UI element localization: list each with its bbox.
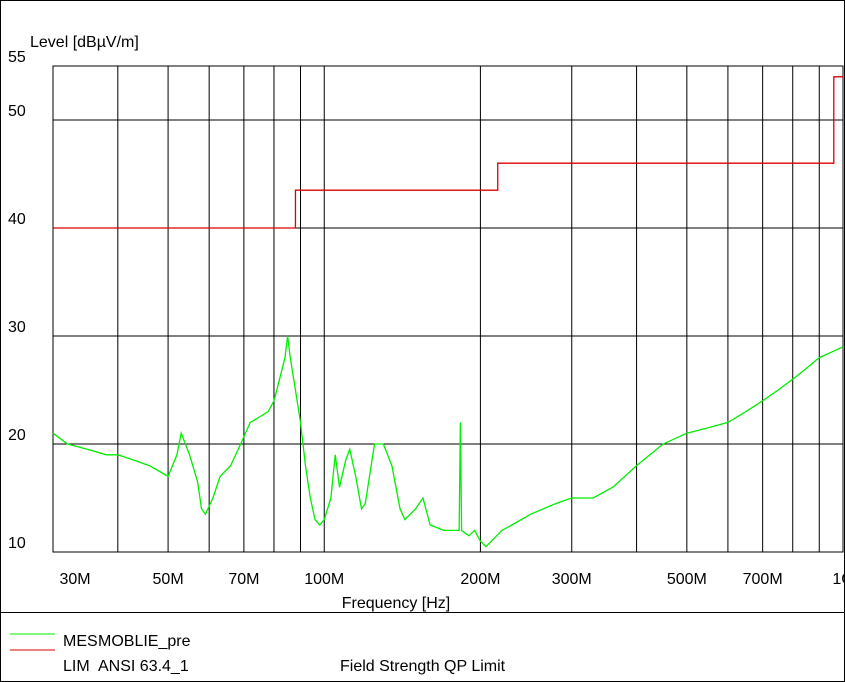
x-tick-label: 200M bbox=[460, 571, 500, 588]
series-line bbox=[53, 76, 843, 229]
y-tick-label: 20 bbox=[8, 427, 26, 444]
plot-area bbox=[52, 65, 844, 553]
y-tick-label: 55 bbox=[8, 49, 26, 66]
legend-tag: MES bbox=[63, 633, 98, 650]
y-tick-label: 30 bbox=[8, 319, 26, 336]
legend-tag: LIM bbox=[63, 658, 90, 675]
x-tick-label: 100M bbox=[304, 571, 344, 588]
y-tick-label: 50 bbox=[8, 103, 26, 120]
y-axis-label: Level [dBµV/m] bbox=[30, 34, 139, 51]
x-axis-label: Frequency [Hz] bbox=[342, 595, 450, 612]
x-tick-label: 500M bbox=[667, 571, 707, 588]
y-tick-label: 40 bbox=[8, 211, 26, 228]
x-tick-label: 1G bbox=[832, 571, 845, 588]
legend-name: MOBLIE_pre bbox=[98, 633, 191, 650]
series-line bbox=[52, 335, 844, 548]
x-tick-label: 700M bbox=[743, 571, 783, 588]
x-tick-label: 300M bbox=[552, 571, 592, 588]
legend-name: ANSI 63.4_1 bbox=[98, 658, 189, 675]
x-tick-label: 30M bbox=[59, 571, 90, 588]
y-tick-label: 10 bbox=[8, 535, 26, 552]
legend-description: Field Strength QP Limit bbox=[340, 658, 506, 675]
x-tick-label: 70M bbox=[228, 571, 259, 588]
x-tick-label: 50M bbox=[153, 571, 184, 588]
